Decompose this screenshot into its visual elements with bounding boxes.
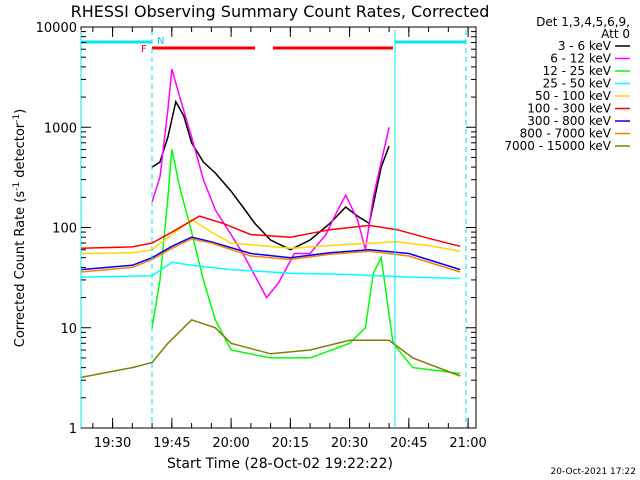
timestamp: 20-Oct-2021 17:22 xyxy=(551,467,636,477)
x-tick-label: 19:45 xyxy=(153,436,190,451)
y-tick-label: 100 xyxy=(52,222,77,237)
legend-header-line2: Att 0 xyxy=(601,27,630,41)
legend-label: 100 - 300 keV xyxy=(527,102,611,116)
series-line-7 xyxy=(80,236,461,271)
x-axis-label: Start Time (28-Oct-02 19:22:22) xyxy=(167,456,393,472)
legend-label: 25 - 50 keV xyxy=(543,77,612,91)
y-axis: 1 10 100 1000 10000 xyxy=(36,21,476,437)
series-group xyxy=(80,68,461,379)
y-tick-label: 10000 xyxy=(36,21,77,36)
y-tick-label: 1 xyxy=(69,422,77,437)
flag-label-f: F xyxy=(141,44,147,55)
x-tick-label: 20:15 xyxy=(272,436,309,451)
flag-label-n: N xyxy=(157,36,164,47)
legend-label: 300 - 800 keV xyxy=(527,114,611,128)
x-tick-label: 20:00 xyxy=(212,436,249,451)
legend-label: 800 - 7000 keV xyxy=(520,127,612,141)
series-line-6 xyxy=(80,215,461,250)
legend-label: 3 - 6 keV xyxy=(558,39,612,53)
x-axis: 19:30 19:45 20:00 20:15 20:30 20:45 21:00 xyxy=(92,27,487,451)
legend-label: 7000 - 15000 keV xyxy=(504,139,611,153)
x-tick-label: 20:45 xyxy=(390,436,427,451)
legend-label: 12 - 25 keV xyxy=(543,64,612,78)
series-line-8 xyxy=(80,238,461,273)
y-axis-label: Corrected Count Rate (s-1 detector-1) xyxy=(12,109,28,347)
series-line-9 xyxy=(80,318,461,379)
x-tick-label: 21:00 xyxy=(449,436,486,451)
x-tick-label: 20:30 xyxy=(331,436,368,451)
series-line-4 xyxy=(80,261,461,280)
series-line-3 xyxy=(151,149,461,375)
legend-label: 50 - 100 keV xyxy=(535,89,612,103)
state-bars: F N xyxy=(80,30,467,428)
legend-header-line1: Det 1,3,4,5,6,9, xyxy=(536,15,630,29)
legend-label: 6 - 12 keV xyxy=(550,52,612,66)
series-line-2 xyxy=(151,68,390,299)
series-line-5 xyxy=(80,218,461,255)
x-tick-label: 19:30 xyxy=(94,436,131,451)
y-tick-label: 1000 xyxy=(44,121,77,136)
chart-title: RHESSI Observing Summary Count Rates, Co… xyxy=(71,2,490,21)
y-tick-label: 10 xyxy=(60,322,77,337)
